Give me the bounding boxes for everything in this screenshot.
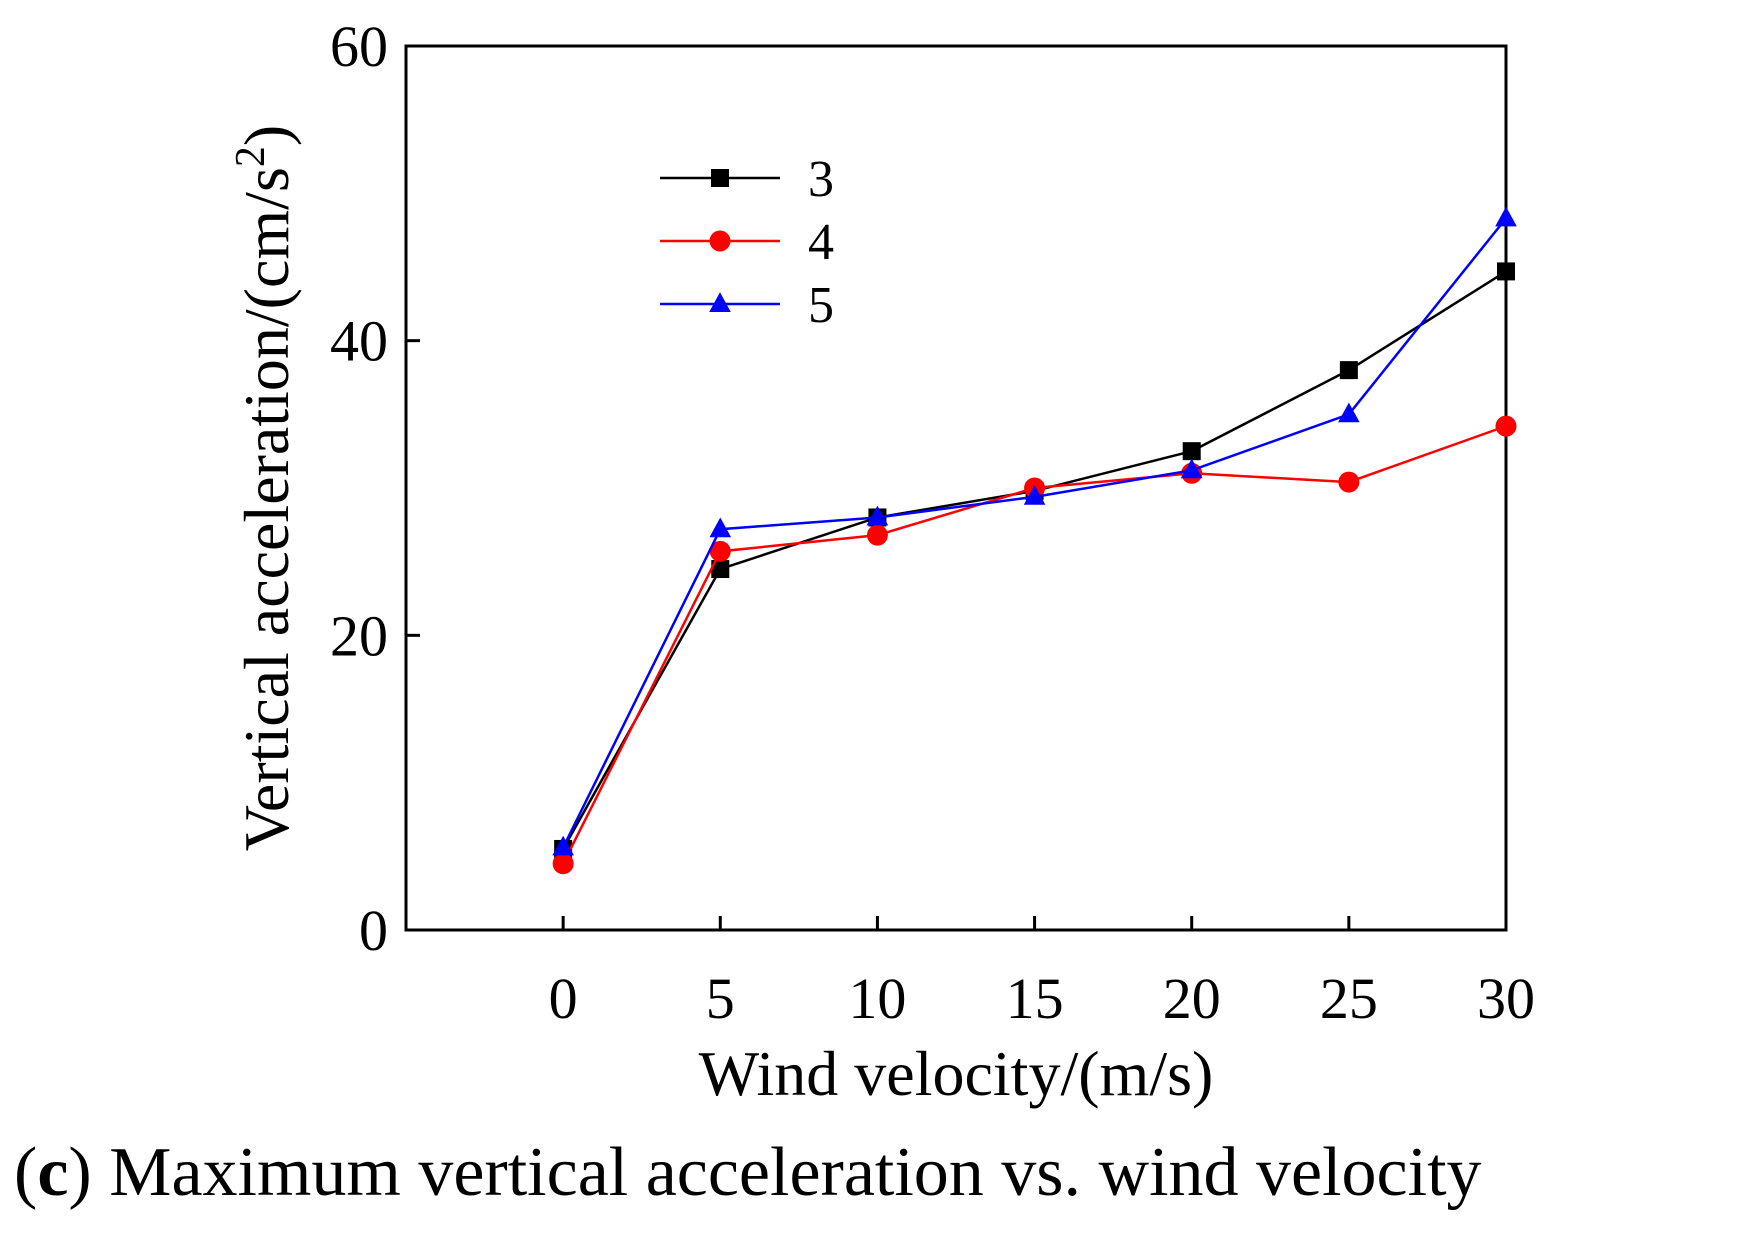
y-axis-title: Vertical acceleration/(cm/s2) <box>228 125 302 851</box>
y-tick-label: 60 <box>330 14 388 79</box>
data-point-triangle <box>1338 402 1360 423</box>
y-tick-label: 20 <box>330 603 388 668</box>
data-point-circle <box>1338 471 1360 493</box>
data-point-circle <box>709 540 731 562</box>
data-point-triangle <box>1495 206 1517 227</box>
caption-text: ) Maximum vertical acceleration vs. wind… <box>68 1134 1482 1211</box>
legend-label: 5 <box>808 277 834 334</box>
data-point-triangle <box>709 517 732 538</box>
legend: 3 4 5 <box>660 151 834 334</box>
data-point-circle <box>709 230 731 252</box>
x-tick-label: 10 <box>848 966 906 1031</box>
data-point-square <box>1182 442 1201 461</box>
x-tick-label: 20 <box>1163 966 1221 1031</box>
y-axis-title-close: ) <box>231 125 302 146</box>
series-line <box>562 217 1507 849</box>
series-layer <box>552 206 1517 875</box>
legend-label: 3 <box>808 151 834 208</box>
data-point-square <box>711 169 729 187</box>
y-tick-label: 0 <box>359 898 388 963</box>
legend-label: 4 <box>808 214 834 271</box>
legend-item-4: 4 <box>660 214 834 271</box>
series-4 <box>552 415 1517 875</box>
x-tick-label: 15 <box>1006 966 1064 1031</box>
data-point-circle <box>552 853 574 875</box>
x-axis: 0 5 10 15 20 25 30 <box>549 916 1535 1031</box>
figure-caption: (c) Maximum vertical acceleration vs. wi… <box>14 1128 1734 1218</box>
data-point-triangle <box>866 505 889 526</box>
data-point-circle <box>866 524 888 546</box>
x-axis-title: Wind velocity/(m/s) <box>699 1038 1214 1109</box>
data-point-triangle <box>709 292 731 312</box>
data-point-square <box>711 560 730 579</box>
data-point-triangle <box>1023 485 1046 505</box>
series-3 <box>554 262 1515 858</box>
y-axis-title-text: Vertical acceleration/(cm/s <box>231 167 302 851</box>
x-tick-label: 0 <box>549 966 578 1031</box>
plot-frame <box>404 44 1508 932</box>
y-tick-label: 40 <box>330 309 388 374</box>
x-tick-label: 30 <box>1477 966 1535 1031</box>
x-tick-label: 25 <box>1320 966 1378 1031</box>
data-point-circle <box>1495 415 1517 437</box>
legend-item-5: 5 <box>660 277 834 334</box>
data-point-triangle <box>552 835 574 856</box>
series-5 <box>552 206 1517 856</box>
data-point-square <box>1339 361 1358 380</box>
y-axis-title-superscript: 2 <box>228 146 274 167</box>
legend-item-3: 3 <box>660 151 834 208</box>
data-point-square <box>1497 262 1515 281</box>
caption-letter: c <box>37 1134 69 1211</box>
data-point-triangle <box>1180 458 1203 479</box>
y-axis: 0 20 40 60 <box>330 14 420 963</box>
caption-open: ( <box>14 1134 38 1211</box>
x-tick-label: 5 <box>706 966 735 1031</box>
